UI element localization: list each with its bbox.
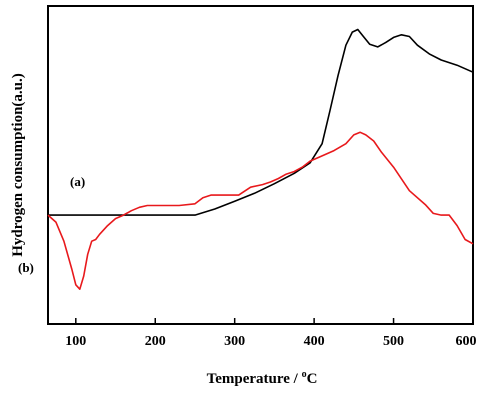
x-axis-label-main: Temperature / xyxy=(207,371,302,387)
plot-frame xyxy=(47,5,474,325)
x-tick-label: 400 xyxy=(304,334,325,349)
series-a-line xyxy=(48,28,474,216)
series-layer xyxy=(47,28,474,291)
series-b-line xyxy=(47,131,474,291)
label-b: (b) xyxy=(18,260,34,275)
x-axis-label: Temperature / oC xyxy=(207,369,318,387)
x-axis-label-unit: C xyxy=(307,371,318,387)
x-tick-label: 300 xyxy=(224,334,245,349)
x-tick-label: 100 xyxy=(65,334,86,349)
x-tick-label: 200 xyxy=(145,334,166,349)
x-axis-ticks: 100 200 300 400 500 600 xyxy=(65,318,477,349)
y-axis-label: Hydrogen consumption(a.u.) xyxy=(10,73,26,257)
x-tick-label: 600 xyxy=(456,334,477,349)
x-axis-label-degree: o xyxy=(302,369,307,380)
x-tick-label: 500 xyxy=(383,334,404,349)
label-a: (a) xyxy=(70,174,85,189)
